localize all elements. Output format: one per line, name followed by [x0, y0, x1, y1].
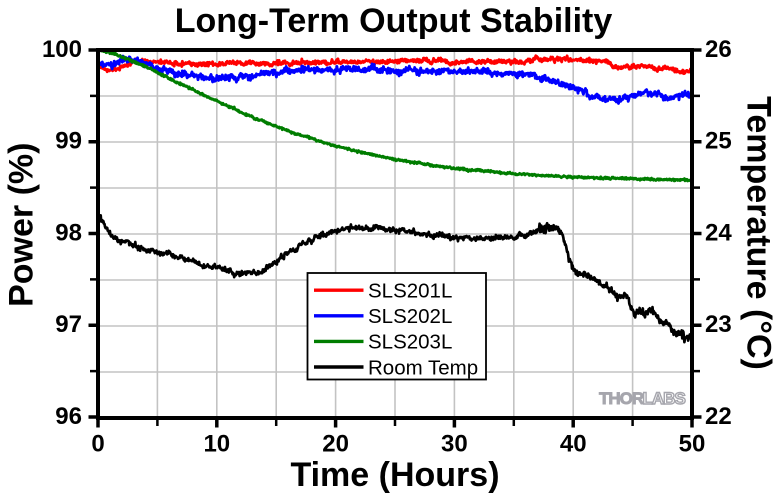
svg-text:97: 97 — [55, 311, 82, 338]
svg-text:Long-Term Output Stability: Long-Term Output Stability — [175, 2, 613, 40]
svg-text:24: 24 — [705, 219, 732, 246]
svg-text:Room Temp: Room Temp — [368, 356, 478, 379]
svg-text:SLS203L: SLS203L — [368, 331, 452, 354]
svg-text:20: 20 — [322, 430, 349, 457]
svg-text:50: 50 — [679, 430, 706, 457]
svg-text:10: 10 — [203, 430, 230, 457]
svg-text:100: 100 — [42, 36, 82, 63]
svg-text:Temperature (°C): Temperature (°C) — [740, 96, 778, 370]
svg-text:Time (Hours): Time (Hours) — [290, 456, 499, 494]
svg-text:96: 96 — [55, 403, 82, 430]
svg-text:0: 0 — [91, 430, 104, 457]
svg-text:30: 30 — [441, 430, 468, 457]
svg-text:LABS: LABS — [643, 389, 686, 408]
svg-text:99: 99 — [55, 128, 82, 155]
svg-text:98: 98 — [55, 219, 82, 246]
svg-text:23: 23 — [705, 311, 732, 338]
svg-text:40: 40 — [560, 430, 587, 457]
svg-text:25: 25 — [705, 128, 732, 155]
svg-text:SLS202L: SLS202L — [368, 305, 452, 328]
svg-text:26: 26 — [705, 36, 732, 63]
svg-text:Power (%): Power (%) — [3, 143, 41, 307]
svg-text:22: 22 — [705, 403, 732, 430]
svg-text:THOR: THOR — [599, 389, 644, 408]
svg-text:SLS201L: SLS201L — [368, 280, 452, 303]
